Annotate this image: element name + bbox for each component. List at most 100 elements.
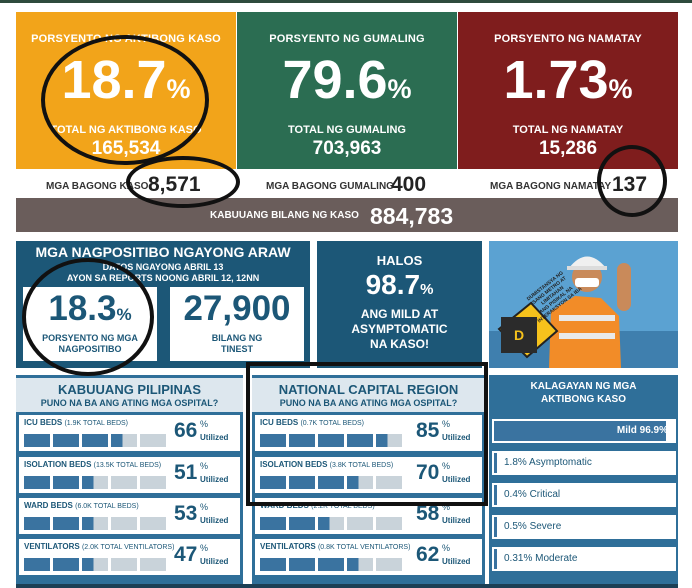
- utilization-segment: [53, 558, 79, 571]
- utilization-segment: [376, 517, 402, 530]
- total-cases-bar: KABUUANG BILANG NG KASO 884,783: [16, 198, 678, 232]
- row-label: VENTILATORS (2.0K TOTAL VENTILATORS): [24, 542, 175, 551]
- utilization-segment: [140, 476, 166, 489]
- row-value: 85: [416, 419, 440, 442]
- kalagayan-row: 0.5% Severe: [492, 515, 676, 539]
- recovered-percent-value: 79.6%: [282, 50, 412, 110]
- row-value: 70: [416, 461, 440, 484]
- deaths-percent-label: PORSYENTO NG NAMATAY: [494, 33, 642, 45]
- highlight-circle-positivity: [22, 258, 154, 376]
- utilization-segment: [289, 434, 315, 447]
- utilization-segment: [318, 517, 344, 530]
- total-cases-value: 884,783: [370, 203, 454, 229]
- row-percent-sign: %: [200, 502, 209, 512]
- row-label: ICU BEDS (1.9K TOTAL BEDS): [24, 418, 129, 427]
- utilization-segment: [347, 434, 373, 447]
- kalagayan-bar: [494, 485, 497, 505]
- tested-label: BILANG NG: [211, 333, 263, 343]
- utilization-segment: [260, 476, 286, 489]
- utilization-segment: [24, 517, 50, 530]
- row-value: 53: [174, 502, 198, 525]
- worker-illustration: D DUMISTANSYA NG ISANG METRO AT LIMITAHAN…: [489, 241, 678, 368]
- kalagayan-row: 1.8% Asymptomatic: [492, 451, 676, 475]
- utilization-segment: [24, 434, 50, 447]
- new-cases-label: MGA BAGONG KASO: [46, 181, 149, 192]
- deaths-percent-value: 1.73%: [503, 50, 633, 110]
- tested-card: 27,900 BILANG NG TINEST: [170, 287, 304, 361]
- utilization-segment: [111, 558, 137, 571]
- highlight-circle-new-deaths: [597, 145, 667, 217]
- new-recovered-label: MGA BAGONG GUMALING: [266, 181, 394, 192]
- ph-hospital-section: KABUUANG PILIPINAS PUNO NA BA ANG ATING …: [16, 375, 243, 585]
- utilization-segment: [24, 558, 50, 571]
- mild-line1: HALOS: [376, 253, 423, 268]
- utilization-segment: [376, 558, 402, 571]
- kalagayan-row: 0.31% Moderate: [492, 547, 676, 571]
- row-value: 66: [174, 419, 198, 442]
- row-value: 51: [174, 461, 198, 484]
- mild-value: 98.7%: [365, 269, 434, 300]
- ncr-row-isolation-beds: ISOLATION BEDS (3.8K TOTAL BEDS) 70% Utili…: [255, 457, 482, 493]
- positivity-date: DATOS NGAYONG ABRIL 13: [102, 262, 224, 272]
- mild-panel: HALOS 98.7% ANG MILD AT ASYMPTOMATIC NA …: [317, 241, 482, 368]
- ph-row-isolation-beds: ISOLATION BEDS (13.5K TOTAL BEDS) 51% Util…: [19, 457, 240, 493]
- tested-label-2: TINEST: [220, 344, 253, 354]
- kalagayan-label: 0.31% Moderate: [504, 553, 578, 564]
- row-label: ISOLATION BEDS (3.8K TOTAL BEDS): [260, 460, 394, 469]
- utilization-segment: [289, 476, 315, 489]
- kalagayan-bar: [494, 453, 497, 473]
- row-percent-sign: %: [442, 461, 451, 471]
- kalagayan-row: 0.4% Critical: [492, 483, 676, 507]
- kalagayan-title: KALAGAYAN NG MGA: [530, 381, 637, 392]
- ncr-row-ventilators: VENTILATORS (0.8K TOTAL VENTILATORS) 62% U…: [255, 539, 482, 575]
- row-unit: Utilized: [442, 557, 471, 566]
- utilization-segment: [260, 558, 286, 571]
- row-unit: Utilized: [200, 433, 229, 442]
- row-label: WARD BEDS (6.0K TOTAL BEDS): [24, 501, 139, 510]
- utilization-segment: [140, 517, 166, 530]
- utilization-segment: [376, 476, 402, 489]
- recovered-box: PORSYENTO NG GUMALING 79.6% TOTAL NG GUM…: [237, 12, 457, 169]
- utilization-segment: [82, 476, 108, 489]
- row-percent-sign: %: [200, 419, 209, 429]
- tested-value: 27,900: [183, 289, 291, 328]
- row-unit: Utilized: [442, 516, 471, 525]
- positivity-title: MGA NAGPOSITIBO NGAYONG ARAW: [35, 244, 291, 260]
- construction-worker-icon: [489, 241, 678, 368]
- top-divider: [0, 0, 692, 3]
- utilization-segment: [347, 476, 373, 489]
- recovered-total-value: 703,963: [312, 138, 382, 159]
- row-unit: Utilized: [200, 557, 229, 566]
- kalagayan-label: 0.4% Critical: [504, 489, 561, 500]
- utilization-segment: [260, 434, 286, 447]
- utilization-segment: [111, 476, 137, 489]
- mild-line4: NA KASO!: [370, 337, 429, 351]
- row-label: ICU BEDS (0.7K TOTAL BEDS): [260, 418, 365, 427]
- kalagayan-bar: [494, 517, 497, 537]
- ph-row-ventilators: VENTILATORS (2.0K TOTAL VENTILATORS) 47% U…: [19, 539, 240, 575]
- utilization-segment: [82, 517, 108, 530]
- utilization-segment: [82, 434, 108, 447]
- ncr-section-title: NATIONAL CAPITAL REGION PUNO NA BA ANG A…: [252, 378, 485, 412]
- utilization-segment: [82, 558, 108, 571]
- utilization-segment: [140, 558, 166, 571]
- ph-section-title: KABUUANG PILIPINAS PUNO NA BA ANG ATING …: [16, 378, 243, 412]
- utilization-segment: [140, 434, 166, 447]
- sign-badge: D: [501, 317, 537, 353]
- row-percent-sign: %: [442, 502, 451, 512]
- utilization-segment: [24, 476, 50, 489]
- row-unit: Utilized: [200, 475, 229, 484]
- utilization-segment: [111, 517, 137, 530]
- kalagayan-label: 1.8% Asymptomatic: [504, 457, 592, 468]
- deaths-box: PORSYENTO NG NAMATAY 1.73% TOTAL NG NAMA…: [458, 12, 678, 169]
- deaths-total-label: TOTAL NG NAMATAY: [512, 124, 624, 136]
- mild-line3: ASYMPTOMATIC: [351, 322, 448, 336]
- row-value: 47: [174, 543, 198, 566]
- utilization-segment: [318, 476, 344, 489]
- positivity-report-date: AYON SA REPORTS NOONG ABRIL 12, 12NN: [66, 273, 260, 283]
- kalagayan-row: Mild 96.9%: [492, 419, 676, 443]
- row-value: 62: [416, 543, 440, 566]
- ph-row-ward-beds: WARD BEDS (6.0K TOTAL BEDS) 53% Utilized: [19, 498, 240, 534]
- highlight-circle-active: [41, 35, 209, 165]
- utilization-segment: [376, 434, 402, 447]
